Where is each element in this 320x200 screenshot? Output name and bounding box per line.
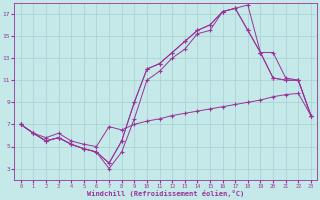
X-axis label: Windchill (Refroidissement éolien,°C): Windchill (Refroidissement éolien,°C) [87,190,244,197]
